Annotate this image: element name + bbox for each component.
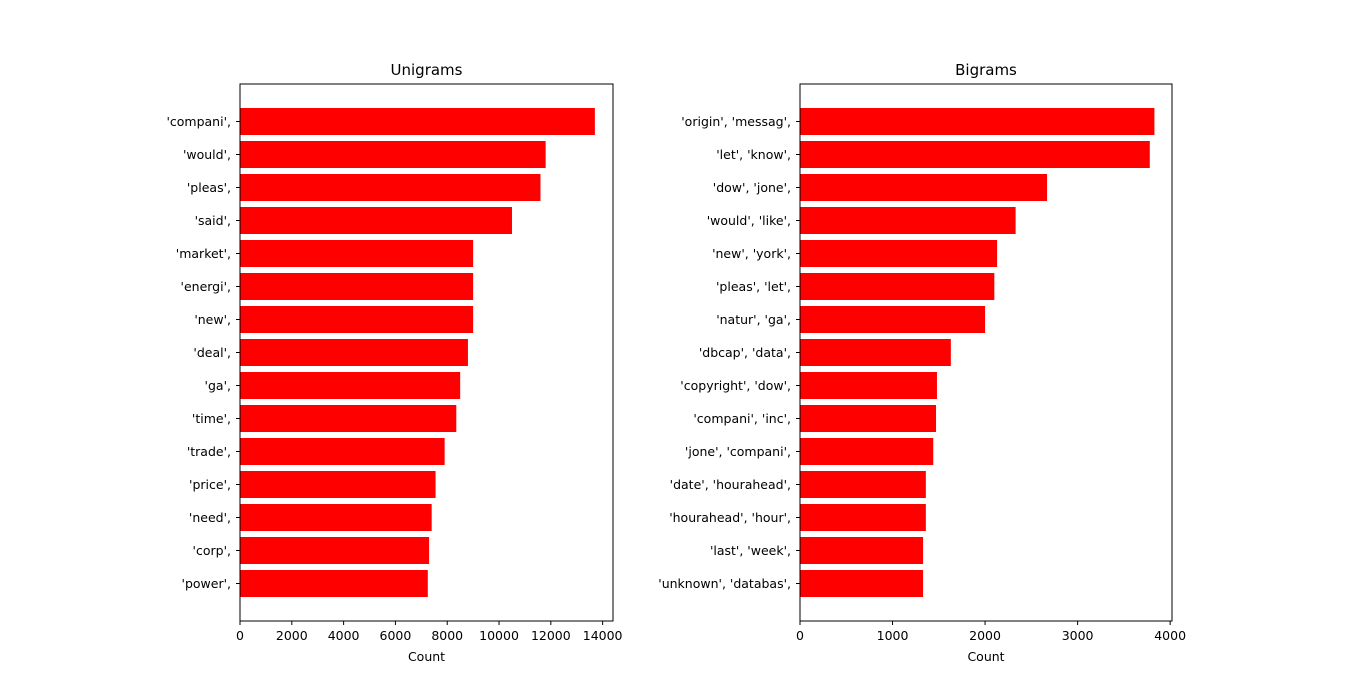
unigrams-ytick-label: 'market', — [176, 246, 231, 261]
bigrams-bar — [800, 372, 937, 399]
bigrams-bar — [800, 405, 937, 432]
bigrams-bar — [800, 570, 924, 597]
unigrams-bar — [240, 108, 595, 135]
bigrams-bar — [800, 174, 1048, 201]
bigrams-bar — [800, 108, 1155, 135]
bigrams-bar — [800, 306, 986, 333]
bigrams-ytick-label: 'last', 'week', — [710, 543, 791, 558]
unigrams-ytick-label: 'pleas', — [187, 180, 231, 195]
unigrams-ytick-label: 'would', — [183, 147, 231, 162]
bigrams-ytick-label: 'jone', 'compani', — [685, 444, 791, 459]
unigrams-bar — [240, 141, 546, 168]
unigrams-bar — [240, 537, 430, 564]
unigrams-bar — [240, 207, 512, 234]
unigrams-bar — [240, 372, 461, 399]
bigrams-ytick-label: 'let', 'know', — [716, 147, 791, 162]
unigrams-bar — [240, 273, 474, 300]
unigrams-panel: 'compani', 'would', 'pleas', 'said', 'market… — [166, 61, 622, 664]
unigrams-xtick-label: 2000 — [276, 628, 308, 643]
bigrams-ytick-label: 'pleas', 'let', — [716, 279, 791, 294]
unigrams-ytick-label: 'ga', — [205, 378, 231, 393]
unigrams-xtick-label: 6000 — [380, 628, 412, 643]
bigrams-xtick-label: 2000 — [969, 628, 1001, 643]
unigrams-bar — [240, 504, 432, 531]
bigrams-ytick-label: 'would', 'like', — [707, 213, 791, 228]
unigrams-xtick-label: 10000 — [479, 628, 519, 643]
unigrams-bar — [240, 405, 457, 432]
unigrams-xtick-label: 14000 — [583, 628, 623, 643]
bigrams-panel: 'origin', 'messag', 'let', 'know', 'dow', … — [658, 61, 1186, 664]
bigrams-bar — [800, 207, 1016, 234]
unigrams-bar — [240, 339, 468, 366]
unigrams-ytick-label: 'said', — [195, 213, 231, 228]
unigrams-axes-frame — [239, 83, 614, 622]
unigrams-ytick-label: 'time', — [192, 411, 231, 426]
bigrams-ytick-label: 'new', 'york', — [712, 246, 791, 261]
bigrams-ytick-label: 'origin', 'messag', — [681, 114, 791, 129]
bigrams-bar — [800, 438, 934, 465]
bigrams-title: Bigrams — [955, 61, 1017, 79]
unigrams-xtick-label: 8000 — [431, 628, 463, 643]
bigrams-ytick-label: 'copyright', 'dow', — [680, 378, 791, 393]
unigrams-xtick-label: 0 — [236, 628, 244, 643]
unigrams-ytick-label: 'need', — [189, 510, 231, 525]
bigrams-bar — [800, 537, 924, 564]
bigrams-bar — [800, 339, 951, 366]
unigrams-xtick-label: 12000 — [531, 628, 571, 643]
bigrams-bar — [800, 240, 998, 267]
bigrams-xtick-label: 1000 — [877, 628, 909, 643]
unigrams-bar — [240, 306, 474, 333]
bigrams-ytick-label: 'compani', 'inc', — [693, 411, 791, 426]
unigrams-bar — [240, 570, 428, 597]
unigrams-title: Unigrams — [391, 61, 463, 79]
bigrams-bar — [800, 141, 1150, 168]
unigrams-ytick-label: 'trade', — [187, 444, 231, 459]
bigrams-ytick-label: 'hourahead', 'hour', — [669, 510, 791, 525]
bigrams-ytick-label: 'dow', 'jone', — [713, 180, 791, 195]
bigrams-bar — [800, 504, 926, 531]
unigrams-ytick-label: 'new', — [194, 312, 231, 327]
bigrams-bar — [800, 471, 926, 498]
unigrams-xtick-label: 4000 — [328, 628, 360, 643]
unigrams-ytick-label: 'deal', — [193, 345, 231, 360]
unigrams-ytick-label: 'price', — [189, 477, 231, 492]
bigrams-xlabel: Count — [967, 649, 1004, 664]
unigrams-bar — [240, 438, 445, 465]
bigrams-xtick-label: 0 — [796, 628, 804, 643]
bigrams-ytick-label: 'unknown', 'databas', — [658, 576, 791, 591]
bigrams-ytick-label: 'natur', 'ga', — [716, 312, 791, 327]
bigrams-bar — [800, 273, 995, 300]
bigrams-xtick-label: 4000 — [1154, 628, 1186, 643]
unigrams-bar — [240, 174, 541, 201]
unigrams-ytick-label: 'corp', — [193, 543, 231, 558]
bigrams-ytick-label: 'dbcap', 'data', — [699, 345, 791, 360]
bigrams-ytick-label: 'date', 'hourahead', — [670, 477, 791, 492]
unigrams-ytick-label: 'power', — [182, 576, 231, 591]
unigrams-ytick-label: 'energi', — [181, 279, 231, 294]
unigrams-ytick-label: 'compani', — [166, 114, 231, 129]
bigrams-xtick-label: 3000 — [1062, 628, 1094, 643]
bigrams-axes-frame — [799, 83, 1173, 622]
unigrams-xlabel: Count — [408, 649, 445, 664]
unigrams-bar — [240, 240, 474, 267]
unigrams-bar — [240, 471, 436, 498]
